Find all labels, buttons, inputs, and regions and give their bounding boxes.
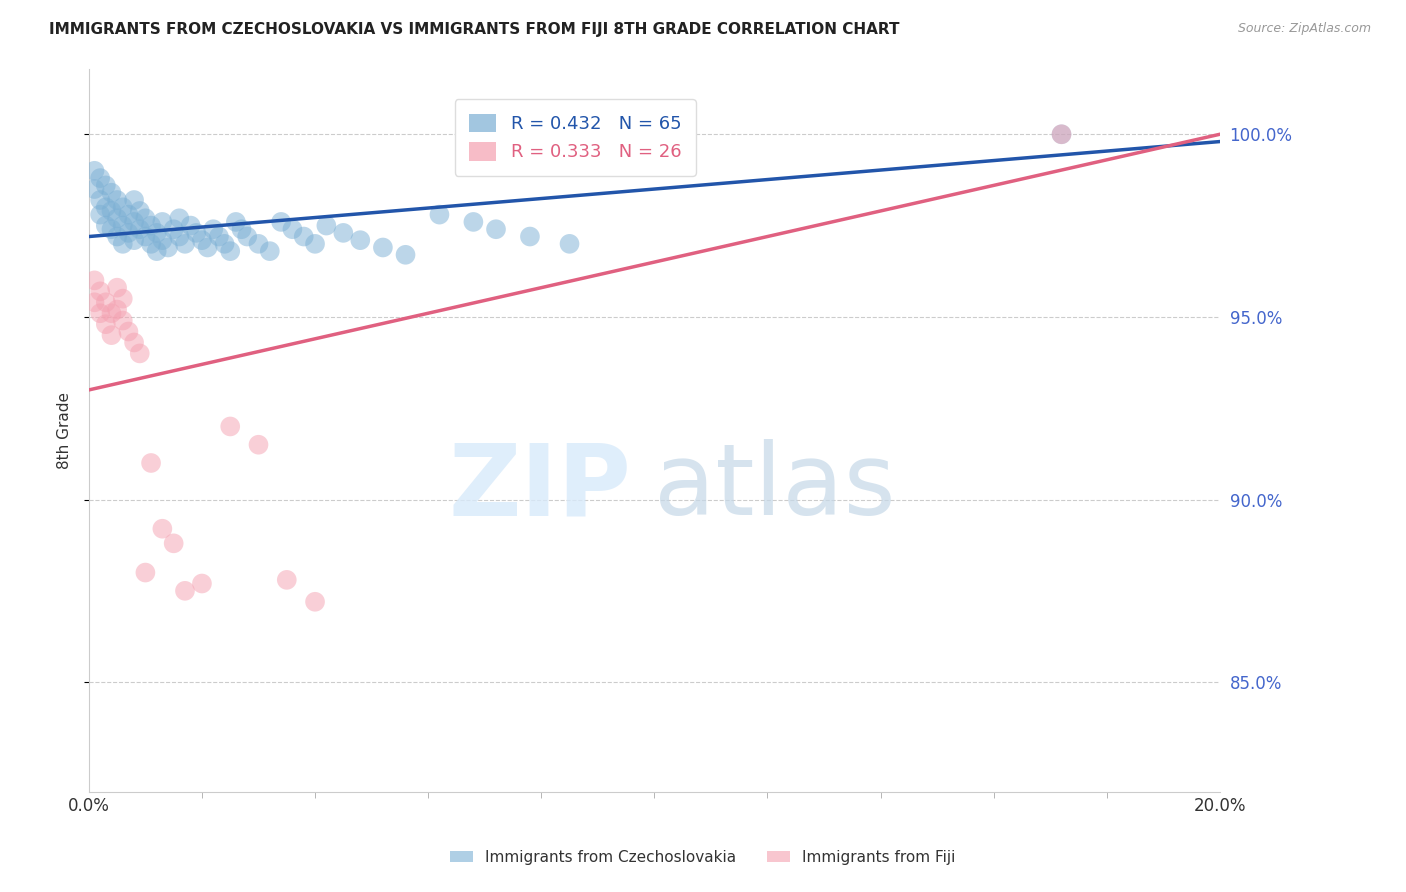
Point: [191, 233, 214, 247]
Point: [117, 208, 139, 222]
Point: [197, 240, 219, 254]
Point: [89, 208, 111, 222]
Text: ZIP: ZIP: [449, 440, 631, 536]
Text: Source: ZipAtlas.com: Source: ZipAtlas.com: [1237, 22, 1371, 36]
Point: [105, 302, 128, 317]
Point: [94, 219, 117, 233]
Point: [281, 222, 304, 236]
Point: [89, 171, 111, 186]
Legend: Immigrants from Czechoslovakia, Immigrants from Fiji: Immigrants from Czechoslovakia, Immigran…: [444, 844, 962, 871]
Point: [105, 229, 128, 244]
Point: [128, 204, 150, 219]
Point: [332, 226, 354, 240]
Point: [94, 200, 117, 214]
Point: [117, 325, 139, 339]
Point: [219, 419, 242, 434]
Point: [105, 211, 128, 226]
Point: [128, 222, 150, 236]
Point: [394, 248, 416, 262]
Point: [349, 233, 371, 247]
Point: [94, 178, 117, 193]
Point: [122, 193, 145, 207]
Point: [163, 536, 186, 550]
Point: [558, 236, 581, 251]
Point: [304, 236, 326, 251]
Point: [231, 222, 253, 236]
Point: [247, 236, 270, 251]
Point: [89, 306, 111, 320]
Point: [276, 573, 298, 587]
Point: [122, 233, 145, 247]
Point: [214, 236, 236, 251]
Point: [150, 215, 173, 229]
Point: [371, 240, 394, 254]
Point: [270, 215, 292, 229]
Point: [134, 566, 156, 580]
Point: [117, 226, 139, 240]
Point: [111, 236, 134, 251]
Text: IMMIGRANTS FROM CZECHOSLOVAKIA VS IMMIGRANTS FROM FIJI 8TH GRADE CORRELATION CHA: IMMIGRANTS FROM CZECHOSLOVAKIA VS IMMIGR…: [49, 22, 900, 37]
Point: [304, 595, 326, 609]
Point: [111, 219, 134, 233]
Point: [225, 215, 247, 229]
Point: [100, 222, 122, 236]
Point: [134, 229, 156, 244]
Point: [111, 313, 134, 327]
Point: [89, 285, 111, 299]
Point: [94, 295, 117, 310]
Text: atlas: atlas: [654, 440, 896, 536]
Point: [94, 317, 117, 331]
Point: [111, 292, 134, 306]
Point: [150, 233, 173, 247]
Point: [89, 193, 111, 207]
Point: [122, 215, 145, 229]
Legend: R = 0.432   N = 65, R = 0.333   N = 26: R = 0.432 N = 65, R = 0.333 N = 26: [454, 99, 696, 176]
Point: [145, 226, 167, 240]
Point: [139, 236, 162, 251]
Y-axis label: 8th Grade: 8th Grade: [58, 392, 72, 468]
Point: [105, 193, 128, 207]
Point: [100, 306, 122, 320]
Point: [163, 222, 186, 236]
Point: [1050, 128, 1073, 142]
Point: [1050, 128, 1073, 142]
Point: [100, 186, 122, 200]
Point: [122, 335, 145, 350]
Point: [202, 222, 225, 236]
Point: [247, 438, 270, 452]
Point: [186, 226, 208, 240]
Point: [236, 229, 259, 244]
Point: [100, 204, 122, 219]
Point: [105, 280, 128, 294]
Point: [83, 295, 105, 310]
Point: [463, 215, 485, 229]
Point: [180, 219, 202, 233]
Point: [145, 244, 167, 259]
Point: [429, 208, 451, 222]
Point: [174, 583, 197, 598]
Point: [128, 346, 150, 360]
Point: [139, 456, 162, 470]
Point: [174, 236, 197, 251]
Point: [139, 219, 162, 233]
Point: [208, 229, 231, 244]
Point: [150, 522, 173, 536]
Point: [292, 229, 315, 244]
Point: [83, 182, 105, 196]
Point: [83, 273, 105, 287]
Point: [83, 163, 105, 178]
Point: [111, 200, 134, 214]
Point: [485, 222, 508, 236]
Point: [157, 240, 180, 254]
Point: [134, 211, 156, 226]
Point: [191, 576, 214, 591]
Point: [169, 229, 191, 244]
Point: [219, 244, 242, 259]
Point: [519, 229, 541, 244]
Point: [100, 328, 122, 343]
Point: [259, 244, 281, 259]
Point: [169, 211, 191, 226]
Point: [315, 219, 337, 233]
